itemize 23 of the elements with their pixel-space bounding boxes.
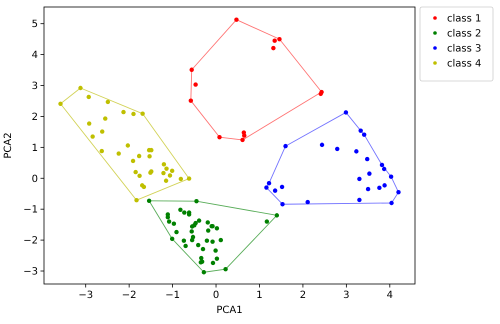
x-tick-label: −3: [78, 290, 94, 301]
x-tick-label: −2: [122, 290, 137, 301]
x-tick-label: −1: [165, 290, 180, 301]
x-tick-label: 1: [256, 290, 263, 301]
legend-label: class 2: [447, 28, 482, 40]
y-tick-label: −1: [23, 204, 38, 216]
y-tick-label: 2: [32, 112, 38, 123]
y-tick-label: 0: [32, 174, 38, 185]
x-tick-label: 0: [212, 290, 220, 301]
x-tick-label: 4: [386, 290, 393, 301]
y-tick-label: 3: [32, 81, 38, 92]
y-tick-label: 4: [32, 50, 38, 62]
legend-label: class 1: [447, 14, 482, 24]
y-axis-title: PCA2: [3, 132, 14, 159]
x-tick-label: 2: [300, 290, 306, 301]
legend-label: class 4: [447, 58, 482, 70]
y-tick-label: 1: [32, 142, 38, 154]
x-tick-label: 3: [343, 290, 350, 301]
y-tick-label: −3: [23, 266, 38, 278]
y-tick-label: −2: [23, 236, 38, 247]
y-tick-label: 5: [32, 19, 38, 30]
legend-label: class 3: [447, 44, 482, 54]
x-axis-title: PCA1: [216, 305, 243, 316]
